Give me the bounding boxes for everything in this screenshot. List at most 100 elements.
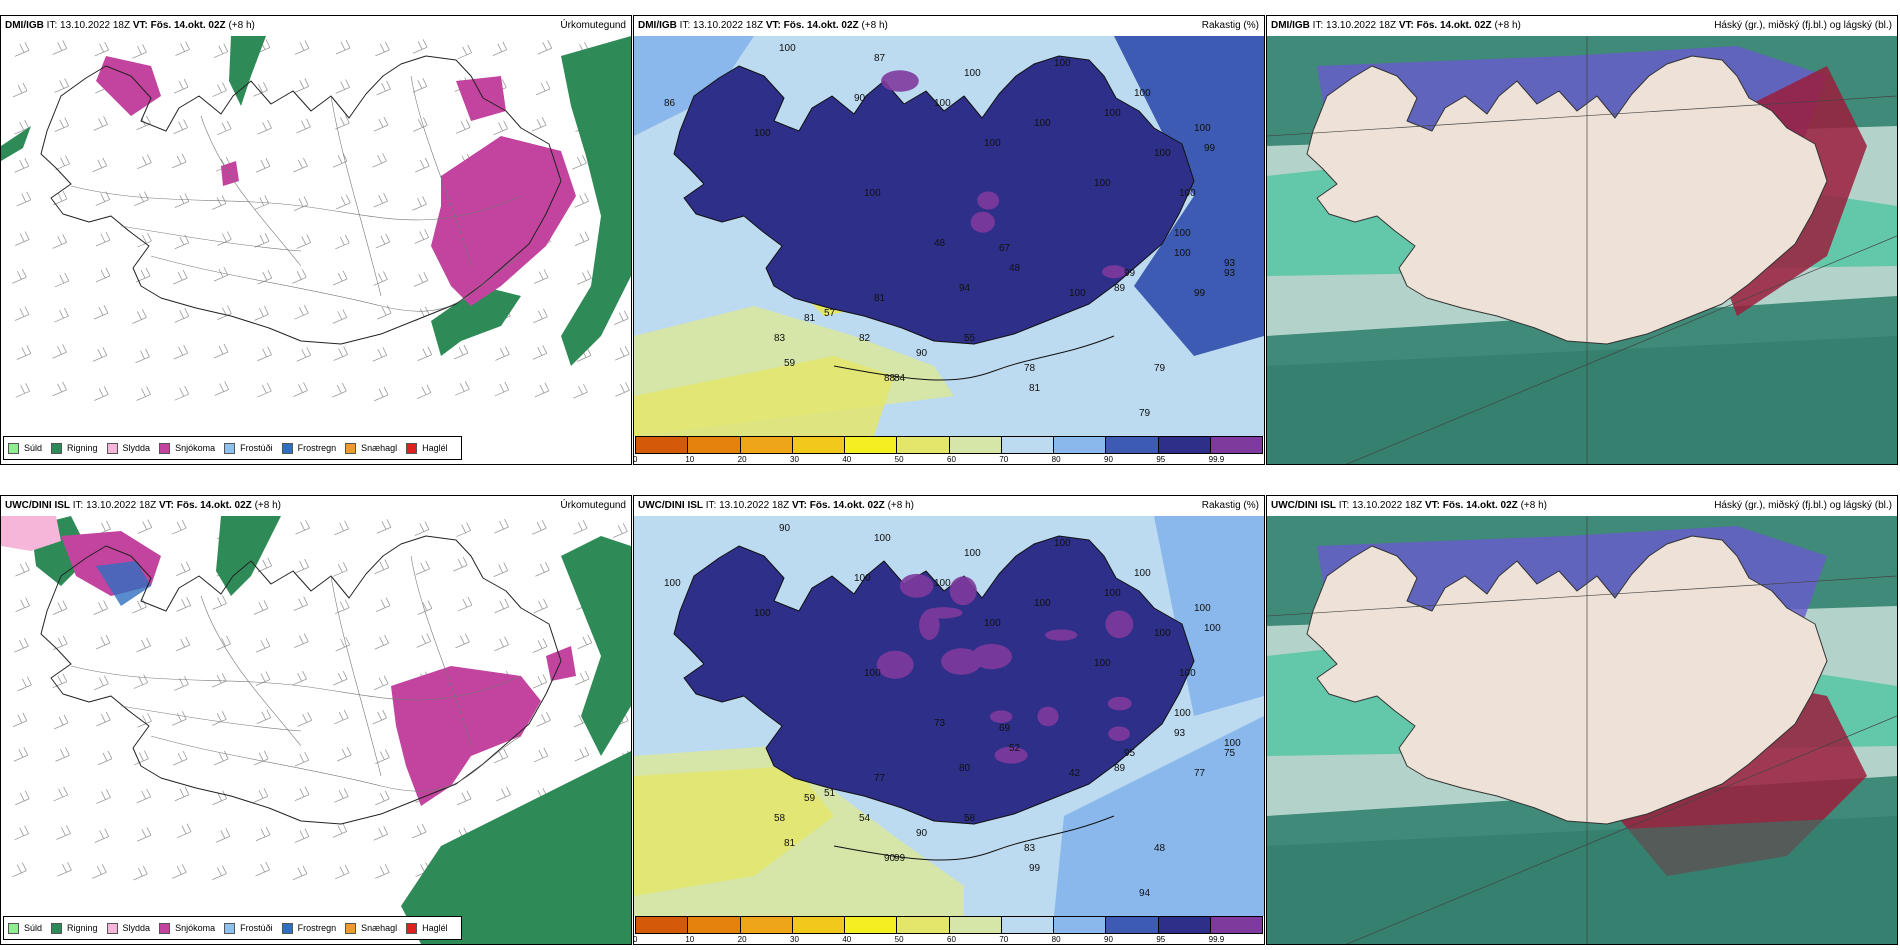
legend-label: Rigning [67,443,98,453]
humidity-value-label: 99 [1194,288,1206,299]
humidity-value-label: 100 [1179,668,1196,679]
legend-item: Haglél [406,922,448,934]
model-name: UWC/DINI ISL [1271,500,1336,511]
humidity-map: 100 87 86 90 100 100 100 100 100 100 100 100 100 100 9… [634,36,1264,464]
colorbar-tick-label: 95 [1156,935,1166,944]
vt-label: VT: [1398,20,1414,31]
humidity-labels: 90 100 100 100 100 100 100 100 100 100 100 100 100 10… [664,523,1241,899]
humidity-value-label: 100 [1134,568,1151,579]
humidity-value-label: 100 [864,668,881,679]
humidity-value-label: 100 [964,68,981,79]
colorbar-cell [1158,917,1211,933]
humidity-value-label: 100 [934,578,951,589]
legend-label: Frostúði [240,923,273,933]
vt-label: VT: [765,20,781,31]
colorbar-tick-label: 95 [1156,455,1166,464]
humidity-value-label: 100 [1194,123,1211,134]
colorbar-cell [792,437,845,453]
legend-item: Frostregn [281,922,337,934]
humidity-value-label: 81 [804,313,816,324]
snow-areas [96,56,576,306]
humidity-value-label: 54 [859,813,871,824]
humidity-value-label: 100 [1094,178,1111,189]
humidity-value-label: 100 [1134,88,1151,99]
legend-label: Frostregn [297,923,337,933]
humidity-value-label: 87 [874,53,886,64]
humidity-value-label: 95 [1124,748,1136,759]
it-label: IT: [46,20,58,31]
humidity-value-label: 99 [894,853,906,864]
humidity-value-label: 94 [959,283,971,294]
legend-label: Snjókoma [175,443,216,453]
colorbar-tick-label: 60 [947,935,956,944]
panel-header: UWC/DINI ISL IT: 13.10.2022 18Z VT: Fös.… [634,496,1264,516]
colorbar-tick-label: 10 [685,455,695,464]
humidity-value-label: 77 [1194,768,1206,779]
colorbar-ticks: 0 10 20 30 40 50 60 70 80 90 95 99.9 [634,455,1263,464]
coastline [673,55,1195,345]
legend-swatch [106,922,118,934]
humidity-value-label: 90 [916,828,928,839]
cloud-map [1267,516,1897,944]
vt-label: VT: [158,500,174,511]
humidity-value-label: 42 [1069,768,1081,779]
colorbar-cell [740,917,793,933]
legend-item: Snæhagl [345,922,397,934]
panel-title: Háský (gr.), miðský (fj.bl.) og lágský (… [1714,500,1892,511]
colorbar-cell [1001,437,1054,453]
humidity-value-label: 100 [1154,628,1171,639]
colorbar-cell [1001,917,1054,933]
it-label: IT: [1312,20,1324,31]
humidity-value-label: 100 [779,43,796,54]
humidity-value-label: 79 [1154,363,1166,374]
humidity-value-label: 100 [874,533,891,544]
legend-swatch [406,922,418,934]
cloud-map [1267,36,1897,464]
legend-swatch [224,922,236,934]
model-name: DMI/IGB [638,20,677,31]
humidity-value-label: 100 [984,618,1001,629]
colorbar-cell [949,917,1002,933]
colorbar-tick-label: 99.9 [1208,935,1225,944]
legend-swatch [281,442,293,454]
panel-title: Úrkomutegund [560,20,626,31]
humidity-value-label: 100 [934,98,951,109]
it-label: IT: [679,20,691,31]
humidity-labels: 100 87 86 90 100 100 100 100 100 100 100 100 100 100 9… [664,43,1236,419]
humidity-value-label: 93 [1224,268,1236,279]
humidity-value-label: 59 [804,793,816,804]
road-lines [70,555,522,792]
humidity-value-label: 59 [784,358,796,369]
legend-swatch [406,442,418,454]
humidity-value-label: 90 [854,93,866,104]
legend-swatch [345,922,357,934]
colorbar-tick-label: 50 [894,935,904,944]
colorbar-cell [636,437,689,453]
lead-time: (+8 h) [1520,500,1547,511]
colorbar-tick-label: 0 [633,935,638,944]
contour-line [833,815,1115,861]
colorbar-cell [1210,917,1262,933]
legend-label: Slydda [122,923,151,933]
colorbar-cell [740,437,793,453]
humidity-value-label: 58 [774,813,786,824]
panel-title: Háský (gr.), miðský (fj.bl.) og lágský (… [1714,20,1892,31]
humidity-value-label: 89 [1114,763,1126,774]
vt-value: Fös. 14.okt. 02Z [1442,500,1518,511]
humidity-value-label: 89 [1114,283,1126,294]
lead-time: (+8 h) [228,20,255,31]
lead-time: (+8 h) [887,500,914,511]
panel-header: DMI/IGB IT: 13.10.2022 18Z VT: Fös. 14.o… [1267,16,1897,36]
colorbar-cell [1158,437,1211,453]
humidity-panel-row1: DMI/IGB IT: 13.10.2022 18Z VT: Fös. 14.o… [633,15,1265,465]
humidity-value-label: 75 [1224,748,1236,759]
humidity-value-label: 100 [1094,658,1111,669]
humidity-value-label: 100 [754,608,771,619]
humidity-value-label: 51 [824,788,836,799]
legend-label: Súld [24,923,43,933]
vt-label: VT: [791,500,807,511]
rain-areas [1,36,631,366]
it-value: 13.10.2022 18Z [86,500,157,511]
legend-swatch [106,442,118,454]
humidity-value-label: 84 [894,373,906,384]
